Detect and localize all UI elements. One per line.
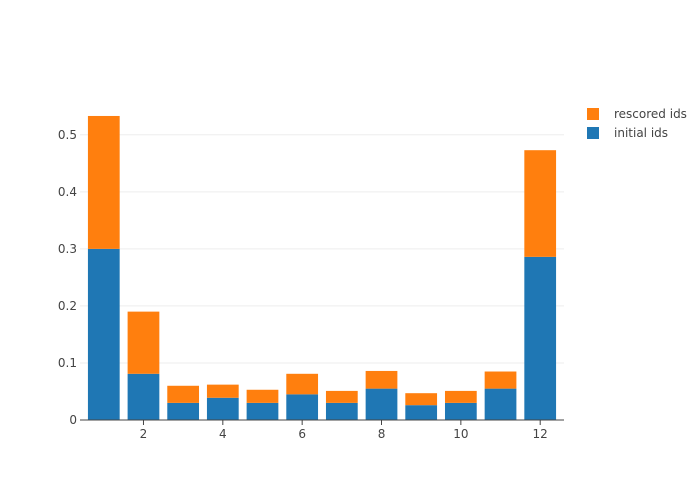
bar-initial-ids[interactable]	[127, 373, 160, 420]
bar-rescored-ids[interactable]	[524, 150, 557, 257]
bar-initial-ids[interactable]	[246, 402, 279, 420]
bar-rescored-ids[interactable]	[286, 373, 319, 395]
y-tick-label: 0.3	[58, 242, 77, 256]
bar-initial-ids[interactable]	[167, 402, 200, 420]
bar-rescored-ids[interactable]	[127, 311, 160, 374]
grid-lines	[80, 134, 564, 364]
legend-swatch	[587, 108, 599, 120]
bar-rescored-ids[interactable]	[206, 384, 239, 398]
bar-rescored-ids[interactable]	[87, 115, 120, 249]
legend-item-rescored-ids[interactable]: rescored ids	[587, 107, 687, 121]
bar-initial-ids[interactable]	[286, 394, 319, 420]
legend[interactable]: rescored ids initial ids	[587, 107, 687, 140]
bar-initial-ids[interactable]	[524, 256, 557, 420]
bar-initial-ids[interactable]	[365, 388, 398, 420]
y-tick-label: 0	[69, 413, 77, 427]
bar-rescored-ids[interactable]	[325, 390, 358, 403]
bar-rescored-ids[interactable]	[167, 385, 200, 403]
bar-rescored-ids[interactable]	[484, 371, 517, 389]
bar-initial-ids[interactable]	[325, 402, 358, 420]
bar-initial-ids[interactable]	[405, 405, 438, 420]
x-tick-label: 2	[140, 427, 148, 441]
legend-item-initial-ids[interactable]: initial ids	[587, 126, 668, 140]
bar-initial-ids[interactable]	[87, 248, 120, 420]
legend-label: initial ids	[614, 126, 668, 140]
bar-rescored-ids[interactable]	[405, 393, 438, 406]
y-tick-label: 0.5	[58, 128, 77, 142]
x-tick-label: 10	[453, 427, 468, 441]
y-tick-label: 0.1	[58, 356, 77, 370]
x-tick-label: 8	[378, 427, 386, 441]
legend-label: rescored ids	[614, 107, 687, 121]
y-tick-label: 0.2	[58, 299, 77, 313]
bar-rescored-ids[interactable]	[246, 389, 279, 403]
x-tick-label: 12	[533, 427, 548, 441]
bar-rescored-ids[interactable]	[444, 390, 477, 403]
bar-initial-ids[interactable]	[206, 397, 239, 420]
axes: 0 0.1 0.2 0.3 0.4 0.5 2 4 6 8 10 12	[58, 128, 564, 441]
bars	[87, 115, 557, 420]
bar-initial-ids[interactable]	[444, 402, 477, 420]
bar-rescored-ids[interactable]	[365, 370, 398, 389]
y-tick-label: 0.4	[58, 185, 77, 199]
bar-initial-ids[interactable]	[484, 388, 517, 420]
x-tick-label: 6	[298, 427, 306, 441]
x-tick-label: 4	[219, 427, 227, 441]
legend-swatch	[587, 127, 599, 139]
